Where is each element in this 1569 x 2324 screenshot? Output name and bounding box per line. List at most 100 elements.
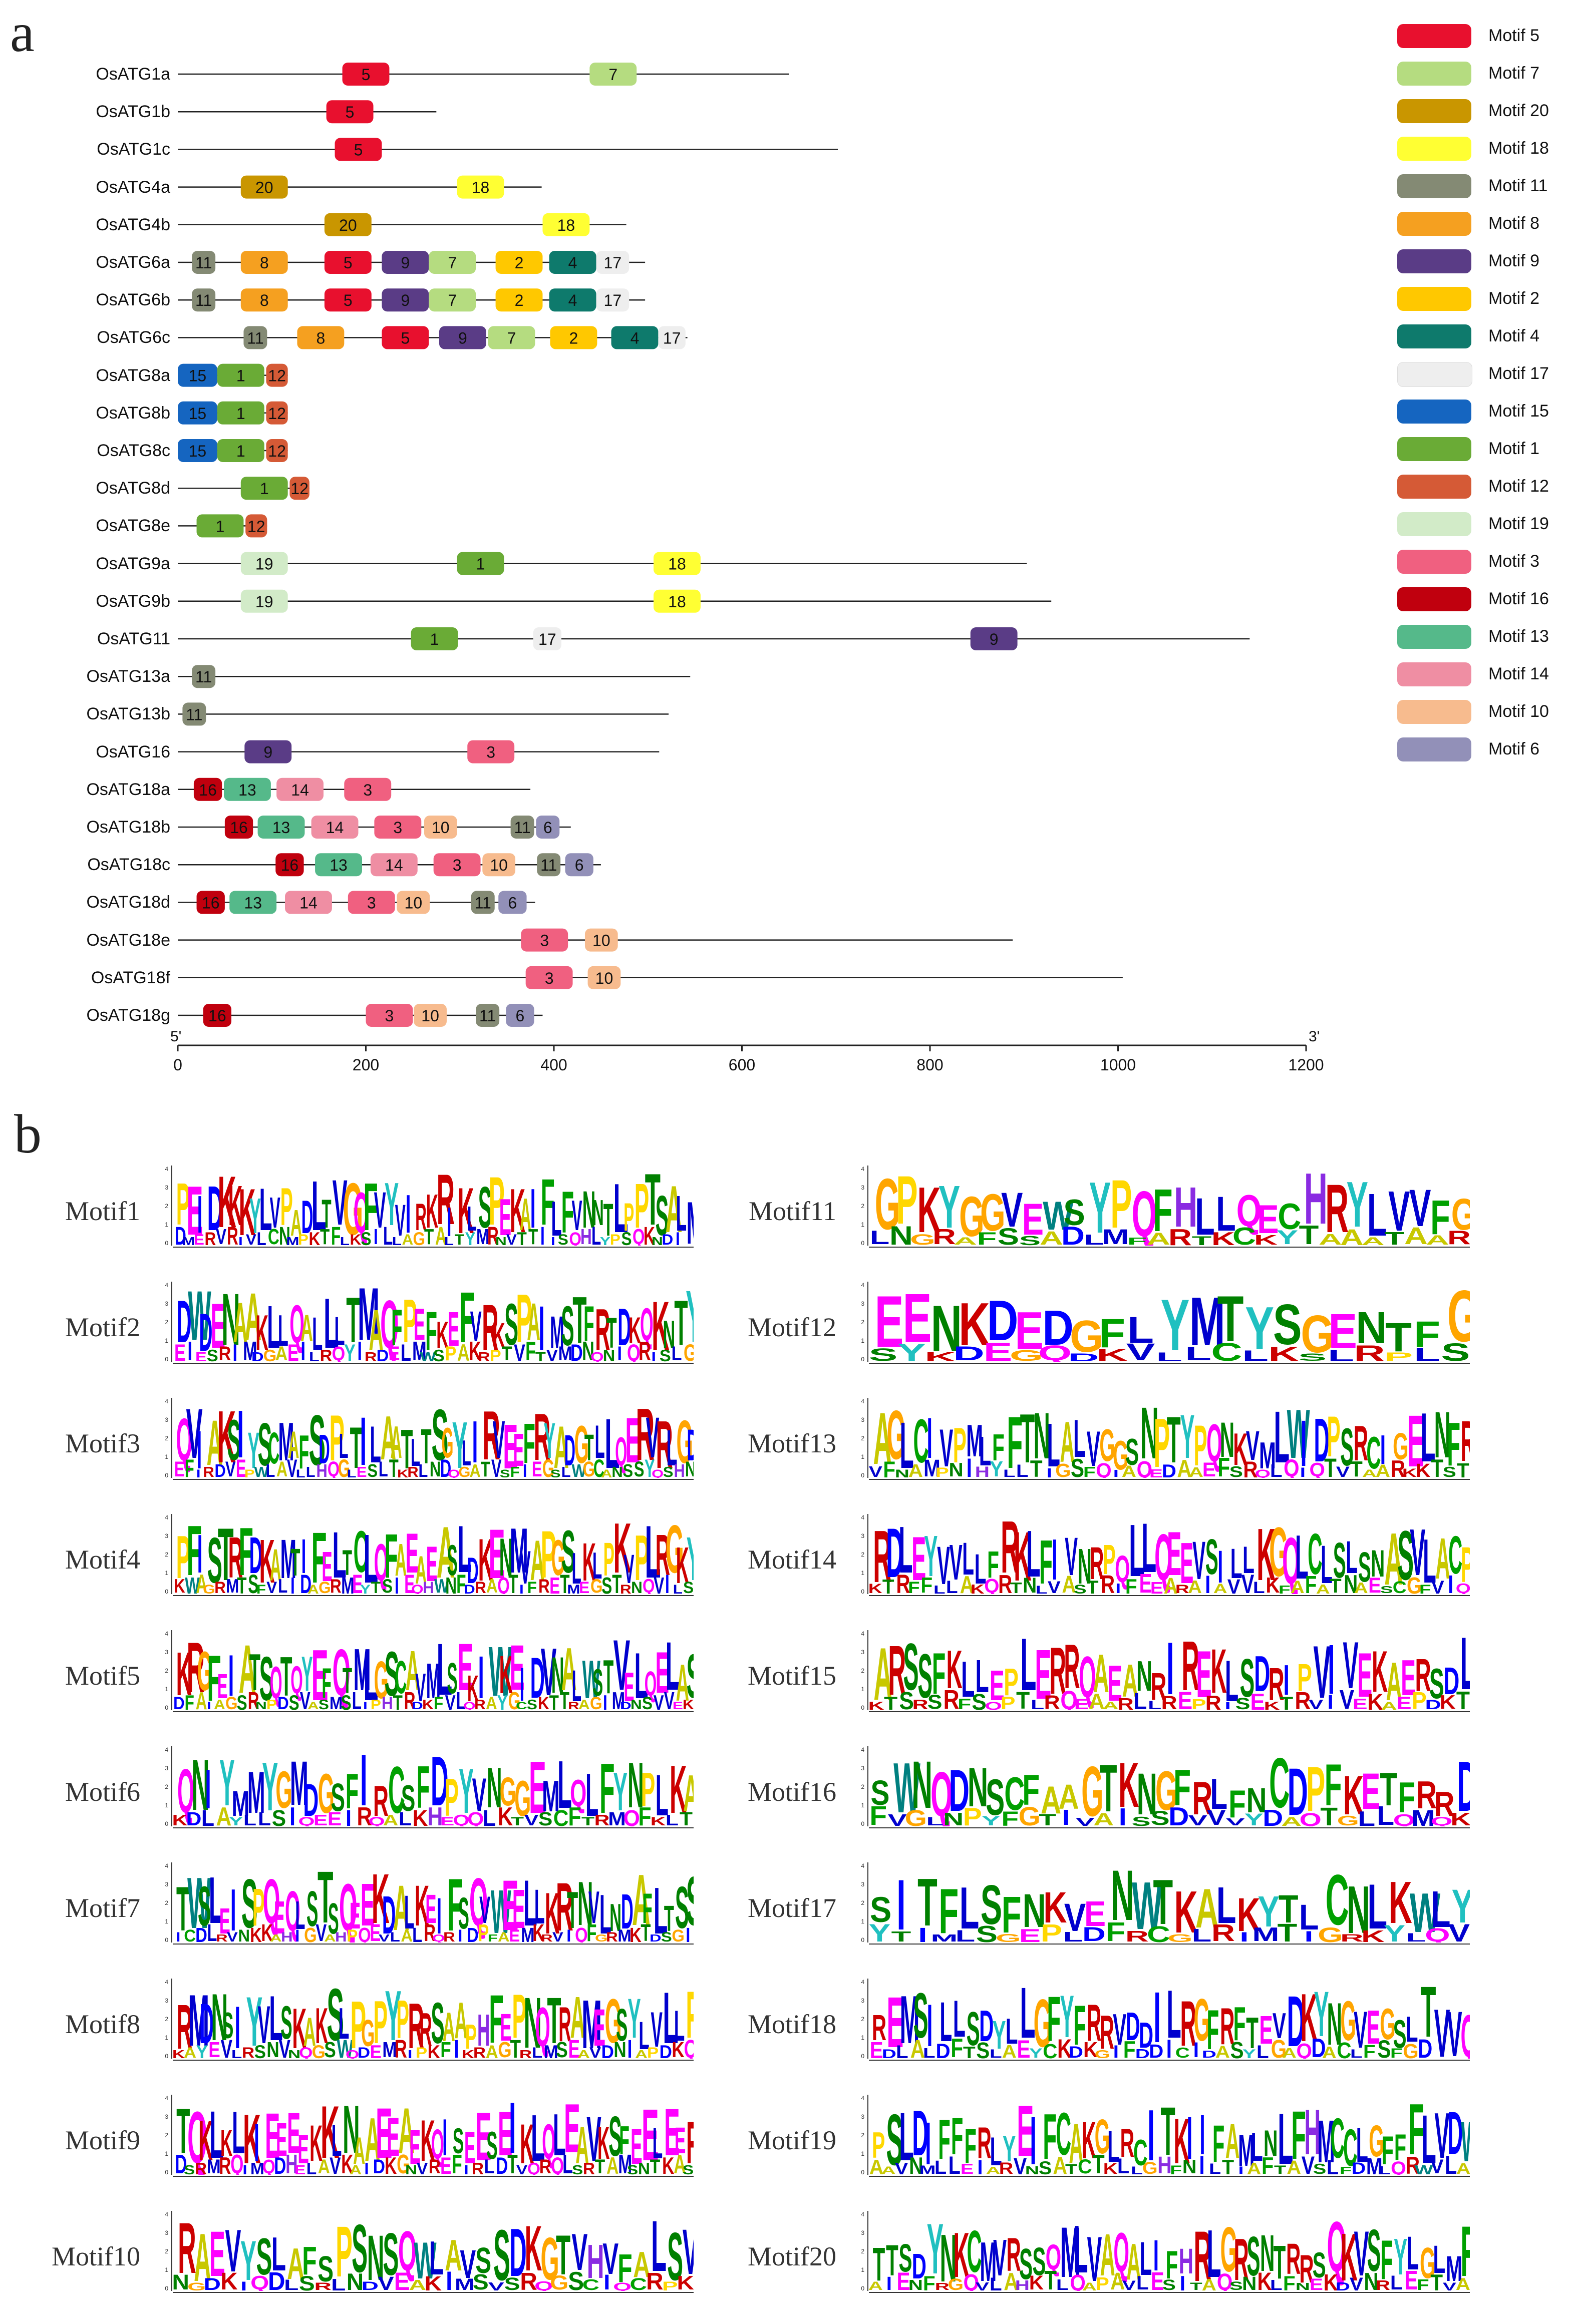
logo-residue: V [1409,1179,1431,1238]
logo-residue: S [1333,1532,1346,1589]
logo-residue: A [1100,2222,1115,2289]
logo-residue: E [631,2118,643,2175]
motif-logo-motif20: Motif20 4 3 2 1 0 T A T I S E D N Y F N R K G C Q M V V L R A S H S K Q T… [736,2207,1475,2297]
logo-x-axis [869,2176,1470,2177]
motif-logo-name: Motif7 [65,1893,140,1923]
logo-residue: P [1096,2273,1109,2291]
logo-residue: L [412,1923,423,1943]
logo-residue: L [207,1920,217,1943]
logo-residue: L [975,1545,987,1593]
logo-residue: Y [246,1982,262,2059]
motif-logo-name: Motif8 [65,2009,140,2039]
logo-residue: R [1001,1514,1020,1589]
logo-residue: N [343,2095,360,2168]
logo-residue: A [369,1297,384,1362]
logo-x-axis [173,1711,694,1712]
logo-residue: V [623,1546,635,1592]
logo-residue: E [327,1808,342,1826]
logo-residue: G [1112,1431,1129,1478]
logo-residue: V [1336,1463,1350,1478]
logo-residue: Q [1206,1413,1223,1473]
logo-residue: S [257,1410,272,1478]
logo-residue: V [1343,1630,1359,1703]
logo-residue: K [643,1222,655,1246]
motif-box-5 [326,100,374,124]
logo-residue: G [1009,1347,1043,1362]
logo-y-tick: 2 [165,1435,168,1442]
logo-residue: V [552,1929,563,1943]
logo-residue: L [269,1983,283,2054]
logo-residue: S [886,2099,903,2175]
logo-residue: P [444,1767,459,1826]
logo-residue: S [1380,1585,1393,1594]
x-tick-label: 1000 [1100,1056,1136,1074]
logo-residue: G [589,1694,602,1710]
logo-residue: L [1326,2155,1339,2175]
logo-residue: R [1286,2235,1301,2284]
logo-residue: N [1033,1399,1050,1473]
logo-residue: L [634,1639,649,1710]
motif-box-label: 17 [604,291,622,309]
logo-residue: N [651,1234,663,1246]
logo-residue: L [1406,1931,1426,1943]
logo-residue: A [395,1534,407,1586]
logo-residue: S [431,1990,445,2056]
legend-swatch [1397,700,1471,724]
logo-residue: S [236,1690,247,1710]
logo-residue: K [217,1166,236,1243]
logo-y-tick: 0 [165,2169,168,2176]
logo-residue: K [385,2152,397,2175]
logo-residue: K [1096,1345,1128,1362]
logo-residue: G [672,1926,685,1943]
gene-name-label: OsATG18a [86,780,170,799]
logo-residue: A [1435,1525,1450,1591]
logo-residue: V [416,2159,428,2175]
logo-residue: D [186,1808,202,1826]
logo-residue: T [1153,1866,1173,1938]
logo-residue: V [1192,1530,1206,1591]
logo-residue: I [530,1178,536,1240]
motif-box-9 [244,740,292,763]
logo-residue: A [1456,2160,1470,2175]
logo-residue: T [664,1898,674,1939]
logo-residue: D [912,2097,929,2169]
logo-residue: F [440,2038,451,2059]
logo-residue: E [529,1746,547,1826]
logo-residue: M [280,1528,296,1590]
logo-residue: I [237,1398,244,1472]
logo-residue: G [909,1231,935,1246]
logo-residue: S [1162,2276,1176,2291]
logo-residue: G [980,1184,1006,1243]
logo-residue: E [404,1569,415,1594]
logo-residue: L [392,1234,402,1246]
logo-residue: G [319,1579,331,1594]
logo-residue: S [447,1654,458,1703]
logo-y-tick: 2 [165,1667,168,1674]
logo-residue: F [1105,1917,1126,1943]
logo-residue: I [187,1336,192,1362]
logo-residue: F [1324,1752,1342,1818]
logo-residue: F [1339,2165,1352,2175]
logo-residue: Q [569,1228,582,1246]
motif-box-label: 15 [189,405,207,423]
logo-residue: K [320,2095,340,2174]
logo-residue: K [545,1880,560,1943]
logo-residue: T [1038,1811,1056,1826]
logo-residue: D [303,1775,319,1826]
